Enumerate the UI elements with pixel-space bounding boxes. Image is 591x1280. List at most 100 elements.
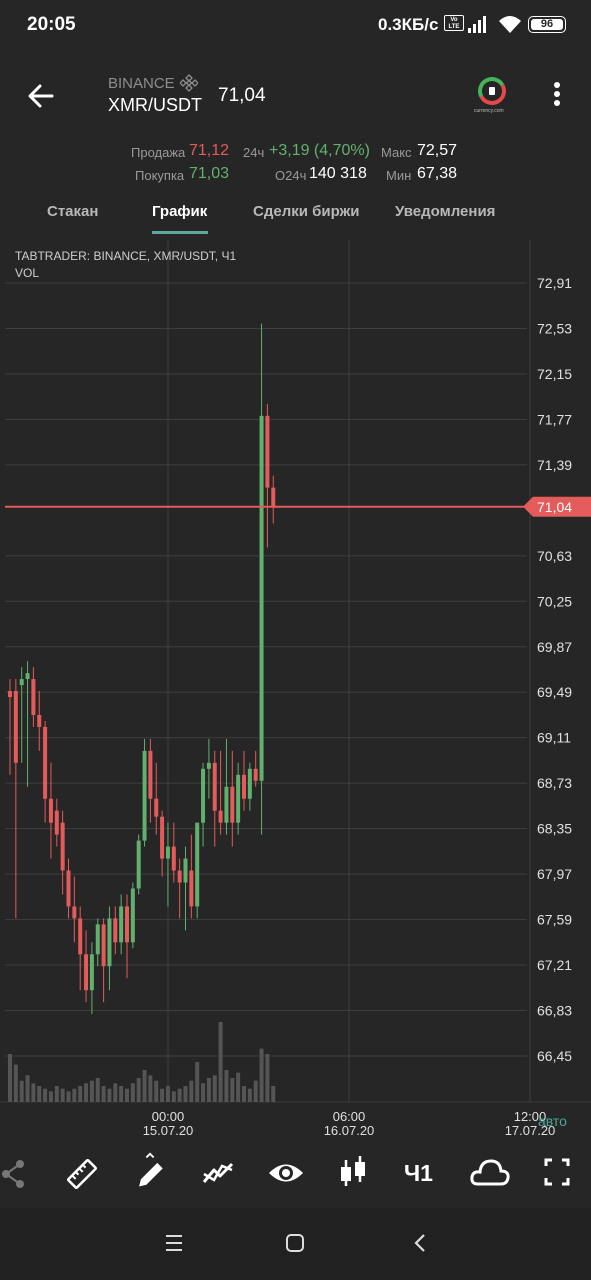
volume-bar [60,1088,65,1102]
y-tick-label: 67,21 [537,957,572,973]
buy-label: Покупка [135,168,185,183]
more-menu-icon[interactable] [547,80,567,110]
candle-body [265,415,270,488]
buy-value: 71,03 [189,165,230,182]
y-tick-label: 67,59 [537,912,572,928]
volume-bar [136,1078,141,1102]
y-tick-label: 72,15 [537,366,572,382]
x-tick-time: 12:00 [514,1109,547,1124]
candle-body [136,840,141,889]
volume-bar [165,1086,170,1102]
volume-bar [107,1088,112,1102]
candle-type-icon[interactable] [336,1152,372,1192]
volume-bar [171,1091,176,1102]
volume-bar [206,1078,211,1102]
candlestick-chart[interactable]: 72,91 72,53 72,15 71,77 71,39 70,63 70,25 69,87… [0,240,591,1138]
tab-trades[interactable]: Сделки биржи [253,203,360,220]
volume-bar [195,1062,200,1102]
share-icon[interactable] [0,1152,30,1192]
volume-bar [119,1086,124,1102]
tab-order-book[interactable]: Стакан [47,203,99,220]
wifi-icon [499,16,521,33]
tab-bar: Стакан График Сделки биржи Уведомления [0,193,591,235]
brand-text: currency.com [474,108,504,114]
tab-alerts[interactable]: Уведомления [395,203,496,220]
volume-value: 140 318 [309,165,367,182]
cloud-icon[interactable] [469,1152,511,1192]
volume-bar [247,1088,252,1102]
tab-chart[interactable]: График [152,203,208,220]
x-tick-date: 15.07.20 [143,1123,194,1138]
candle-body [107,918,112,967]
volume-bar [8,1054,12,1102]
currency-com-logo[interactable] [470,74,514,114]
volume-bar [66,1091,71,1102]
candle-body [259,415,264,781]
battery-icon: 96 [528,16,566,33]
candle-body [195,822,200,907]
volume-bar [142,1070,147,1102]
max-label: Макс [381,145,412,160]
exchange-name: BINANCE [108,75,175,92]
y-tick-label: 68,73 [537,775,572,791]
volume-label: VOL [15,266,40,280]
volume-bar [148,1075,153,1102]
volume-bar [242,1086,246,1102]
volume-bar [201,1083,206,1102]
active-tab-indicator [152,231,208,234]
y-tick-label: 71,77 [537,411,572,427]
volume-bar [271,1086,276,1102]
min-value: 67,38 [417,165,458,182]
volume-bar [183,1086,188,1102]
candle-body [119,906,124,943]
volume-bar [48,1091,53,1102]
volume-bar [154,1080,159,1102]
candle-body [212,762,217,811]
sell-value: 71,12 [189,142,230,159]
volume-bar [177,1088,182,1102]
candle-body [271,487,276,507]
fullscreen-icon[interactable] [541,1152,573,1192]
y-tick-label: 69,49 [537,684,572,700]
candle-body [218,810,223,823]
chart-toolbar [0,1138,591,1208]
max-value: 72,57 [417,142,458,159]
volume-bar [89,1080,94,1102]
indicators-icon[interactable] [200,1152,236,1192]
candle-body [60,822,65,871]
candle-body [72,906,77,919]
ruler-icon[interactable] [64,1152,100,1192]
candle-body [43,726,48,799]
volume-bar [78,1086,83,1102]
change-value: +3,19 (4,70%) [269,142,370,159]
volume-bar [84,1083,89,1102]
candle-body [95,924,100,955]
market-stats: Продажа 71,12 Покупка 71,03 24ч +3,19 (4… [0,138,591,188]
volume-bar [101,1086,106,1102]
volume-bar [265,1054,270,1102]
candle-body [13,691,18,763]
volume-bar [72,1088,77,1102]
system-nav-bar [0,1208,591,1280]
eye-icon[interactable] [266,1152,306,1192]
candle-body [25,673,30,680]
home-icon[interactable] [284,1232,306,1254]
status-bar: 20:05 0.3КБ/с Vo LTE 96 [0,0,591,50]
draw-pencil-icon[interactable] [132,1152,168,1192]
volume-bar [37,1086,42,1102]
price-chart[interactable]: 72,91 72,53 72,15 71,77 71,39 70,63 70,25 69,87… [0,240,591,1138]
interval-button[interactable]: Ч1 [404,1160,433,1186]
candle-body [101,924,106,967]
volume-bar [212,1075,217,1102]
candle-body [189,870,194,907]
nav-back-icon[interactable] [410,1232,430,1254]
status-time: 20:05 [27,14,76,35]
volume-bar [25,1075,30,1102]
candle-body [183,858,188,883]
candle-body [89,954,94,991]
auto-scale-button[interactable]: авто [538,1113,567,1129]
candle-body [54,810,59,835]
volume-bar [13,1064,18,1102]
back-arrow-icon[interactable] [22,78,62,114]
recent-apps-icon[interactable] [163,1233,185,1253]
